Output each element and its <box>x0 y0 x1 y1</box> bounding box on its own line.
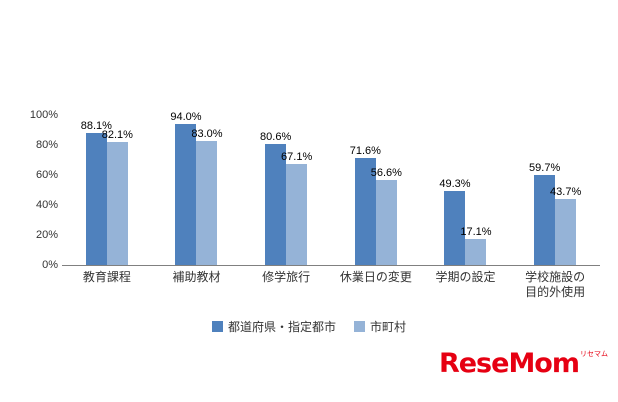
y-tick-label: 0% <box>42 259 58 271</box>
bar-group: 71.6% 56.6% <box>331 115 421 265</box>
bar-prefecture: 80.6% <box>260 131 291 265</box>
bar-prefecture: 59.7% <box>529 162 560 265</box>
x-axis-label: 学期の設定 <box>435 270 496 284</box>
bar-municipality: 83.0% <box>191 128 223 265</box>
x-axis-label: 修学旅行 <box>262 270 311 284</box>
resemom-logo-subtext: リセマム <box>580 351 608 358</box>
bar-value-label: 94.0% <box>170 111 202 123</box>
legend-label: 市町村 <box>370 320 407 334</box>
resemom-logo: ReseMomリセマム <box>439 350 608 377</box>
x-axis-label: 学校施設の 目的外使用 <box>525 270 586 299</box>
legend-label: 都道府県・指定都市 <box>227 320 336 334</box>
legend-item: 市町村 <box>354 318 406 335</box>
y-tick-label: 20% <box>35 229 58 241</box>
bar-value-label: 80.6% <box>260 131 292 144</box>
x-axis: 教育課程 補助教材 修学旅行 休業日の変更 学期の設定 学校施設の 目的外使用 <box>62 270 600 310</box>
bar-value-label: 71.6% <box>349 144 381 157</box>
y-tick-label: 80% <box>35 139 58 151</box>
y-tick-label: 60% <box>35 169 58 181</box>
bar-value-label: 59.7% <box>529 162 561 175</box>
bar-prefecture: 49.3% <box>439 178 471 265</box>
bar-value-label: 83.0% <box>191 127 223 140</box>
bar-municipality: 17.1% <box>460 226 492 265</box>
bar-group: 88.1% 82.1% <box>62 115 152 265</box>
bar-value-label: 17.1% <box>460 226 492 239</box>
bar-group: 59.7% 43.7% <box>510 115 600 265</box>
bar-value-label: 56.6% <box>370 167 402 180</box>
y-tick-label: 100% <box>29 109 58 121</box>
legend: 都道府県・指定都市 市町村 <box>0 318 618 335</box>
bar-value-label: 43.7% <box>550 186 582 199</box>
bar-prefecture: 94.0% <box>170 111 202 265</box>
y-tick-label: 40% <box>35 199 58 211</box>
resemom-logo-text: ReseMom <box>438 348 580 379</box>
bar-group: 94.0% 83.0% <box>152 111 242 265</box>
legend-item: 都道府県・指定都市 <box>211 318 336 335</box>
bar-value-label: 82.1% <box>101 128 133 141</box>
y-axis: 0% 20% 40% 60% 80% 100% <box>0 109 58 271</box>
legend-swatch <box>211 321 223 332</box>
bar-municipality: 82.1% <box>102 129 133 265</box>
bar-group: 80.6% 67.1% <box>241 115 331 265</box>
plot-area: 88.1% 82.1% 94.0% 83.0% 80.6% 67.1% 71.6% 56.6%… <box>62 111 600 266</box>
bar-municipality: 67.1% <box>281 151 312 265</box>
x-axis-label: 教育課程 <box>82 270 131 284</box>
x-axis-label: 休業日の変更 <box>339 270 412 284</box>
bar-value-label: 88.1% <box>80 119 112 132</box>
bar-group: 49.3% 17.1% <box>421 115 511 265</box>
legend-swatch <box>354 321 365 332</box>
bar-value-label: 49.3% <box>439 178 471 191</box>
bar-municipality: 43.7% <box>550 186 581 265</box>
bar-value-label: 67.1% <box>281 151 313 164</box>
bar-prefecture: 71.6% <box>350 145 381 265</box>
x-axis-label: 補助教材 <box>172 270 221 284</box>
bar-municipality: 56.6% <box>371 167 402 265</box>
bar-prefecture: 88.1% <box>81 120 112 265</box>
